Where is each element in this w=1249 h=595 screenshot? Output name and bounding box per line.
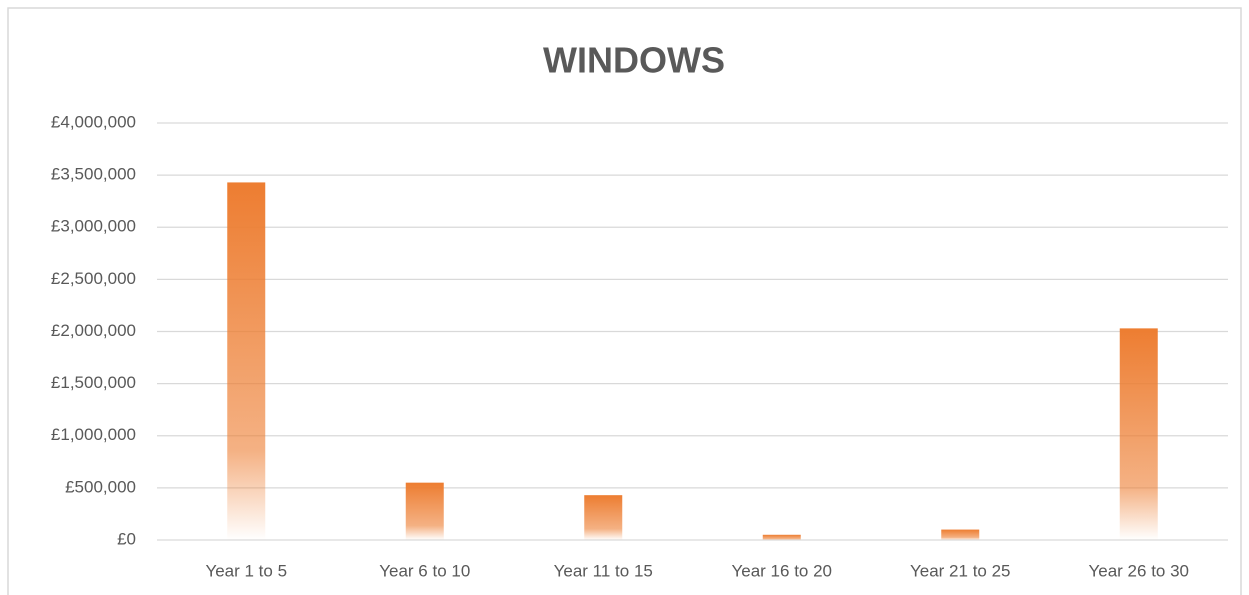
y-tick-label: £0	[117, 529, 136, 548]
bar	[405, 482, 444, 540]
bar	[227, 182, 266, 541]
y-tick-label: £2,000,000	[51, 321, 136, 340]
x-tick-label: Year 26 to 30	[1088, 561, 1189, 580]
y-tick-label: £3,500,000	[51, 165, 136, 184]
y-tick-label: £1,500,000	[51, 373, 136, 392]
y-tick-label: £4,000,000	[51, 112, 136, 131]
bar	[762, 534, 801, 540]
x-tick-label: Year 21 to 25	[910, 561, 1011, 580]
bar	[941, 529, 980, 540]
x-tick-label: Year 16 to 20	[731, 561, 832, 580]
y-tick-label: £2,500,000	[51, 269, 136, 288]
y-tick-label: £3,000,000	[51, 217, 136, 236]
y-tick-label: £500,000	[65, 477, 136, 496]
x-tick-label: Year 6 to 10	[379, 561, 470, 580]
x-tick-label: Year 11 to 15	[554, 561, 653, 580]
chart-border	[7, 7, 1242, 595]
x-tick-label: Year 1 to 5	[205, 561, 287, 580]
bar	[1119, 328, 1158, 540]
chart-title: WINDOWS	[543, 40, 725, 81]
y-tick-label: £1,000,000	[51, 425, 136, 444]
bar	[584, 495, 623, 540]
